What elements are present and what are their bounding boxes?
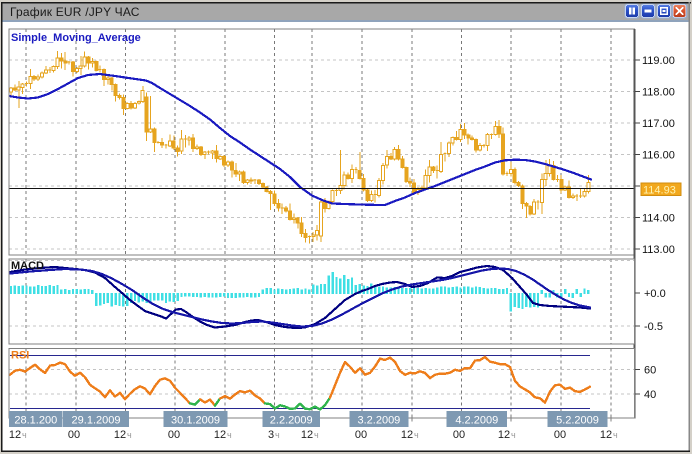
svg-text:118.00: 118.00	[642, 87, 675, 99]
svg-text:+0.0: +0.0	[644, 288, 666, 300]
svg-text:116.00: 116.00	[642, 150, 675, 162]
svg-text:40: 40	[644, 389, 656, 401]
svg-text:-0.5: -0.5	[644, 321, 663, 333]
svg-text:12: 12	[214, 429, 226, 441]
svg-text:5.2.2009: 5.2.2009	[556, 415, 599, 427]
svg-text:ч: ч	[314, 430, 319, 440]
svg-text:12: 12	[401, 429, 413, 441]
svg-text:ч: ч	[127, 430, 132, 440]
svg-text:00: 00	[554, 429, 566, 441]
svg-text:2.2.2009: 2.2.2009	[270, 415, 313, 427]
svg-text:00: 00	[355, 429, 367, 441]
svg-text:00: 00	[453, 429, 465, 441]
svg-text:12: 12	[600, 429, 612, 441]
svg-text:113.00: 113.00	[642, 244, 675, 256]
svg-text:ч: ч	[22, 430, 27, 440]
svg-text:12: 12	[498, 429, 510, 441]
svg-text:12: 12	[114, 429, 126, 441]
svg-text:Simple_Moving_Average: Simple_Moving_Average	[11, 32, 141, 44]
svg-text:114.00: 114.00	[642, 213, 675, 225]
svg-text:117.00: 117.00	[642, 118, 675, 130]
svg-text:ч: ч	[511, 430, 516, 440]
svg-text:ч: ч	[414, 430, 419, 440]
svg-text:RSI: RSI	[11, 350, 29, 362]
svg-text:ч: ч	[613, 430, 618, 440]
svg-text:60: 60	[644, 365, 656, 377]
svg-text:12: 12	[9, 429, 21, 441]
svg-text:28.1.200: 28.1.200	[14, 415, 57, 427]
svg-text:30.1.2009: 30.1.2009	[171, 415, 220, 427]
svg-text:ч: ч	[275, 430, 280, 440]
svg-text:3.2.2009: 3.2.2009	[357, 415, 400, 427]
svg-text:3: 3	[268, 429, 274, 441]
svg-text:119.00: 119.00	[642, 55, 675, 67]
svg-text:MACD: MACD	[11, 260, 44, 272]
svg-text:00: 00	[68, 429, 80, 441]
svg-text:00: 00	[168, 429, 180, 441]
svg-text:114.93: 114.93	[643, 185, 676, 197]
svg-text:График EUR /JPY ЧАС: График EUR /JPY ЧАС	[10, 5, 140, 19]
svg-text:4.2.2009: 4.2.2009	[455, 415, 498, 427]
svg-text:12: 12	[301, 429, 313, 441]
svg-text:29.1.2009: 29.1.2009	[72, 415, 121, 427]
svg-text:ч: ч	[227, 430, 232, 440]
